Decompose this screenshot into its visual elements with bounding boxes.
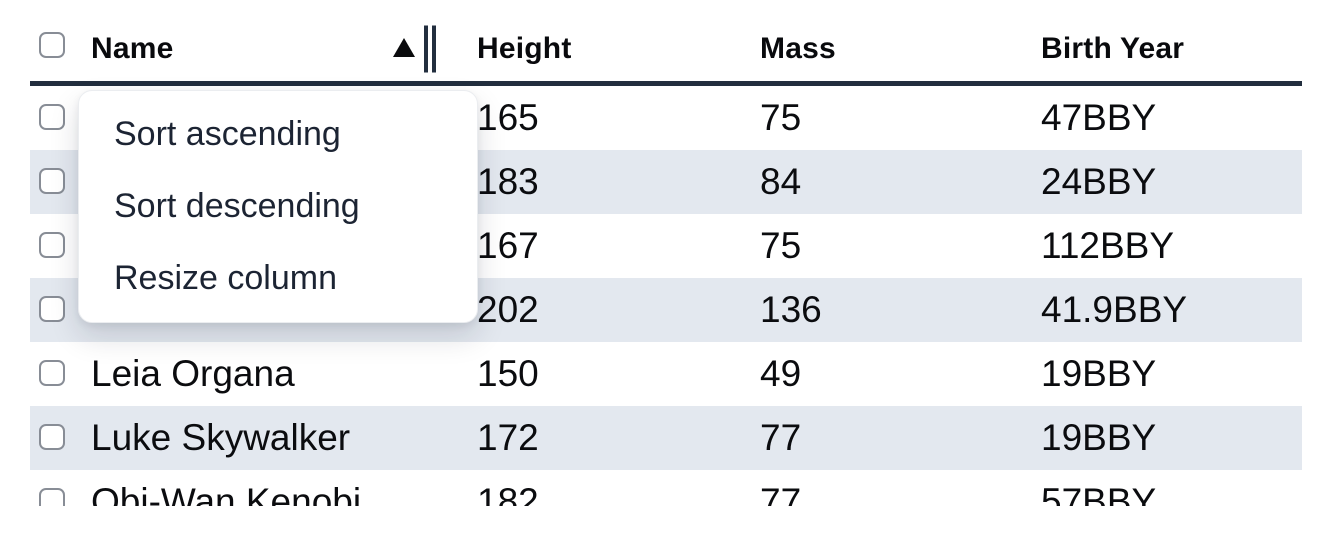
table-row: Leia Organa 150 49 19BBY: [30, 342, 1302, 406]
cell-birth-year: 19BBY: [1041, 417, 1157, 458]
row-checkbox-cell: [30, 353, 91, 395]
row-checkbox[interactable]: [39, 296, 65, 322]
select-all-checkbox[interactable]: [39, 31, 65, 58]
table-header-row: Name Height Mass Birth Year: [30, 0, 1302, 86]
row-checkbox[interactable]: [39, 232, 65, 258]
cell-mass: 75: [760, 97, 802, 138]
menu-item-sort-descending[interactable]: Sort descending: [114, 187, 360, 225]
cell-mass: 49: [760, 353, 802, 394]
cell-birth-year: 41.9BBY: [1041, 289, 1188, 330]
column-header-name-label: Name: [91, 31, 174, 65]
cell-height: 167: [477, 225, 539, 266]
row-checkbox[interactable]: [39, 168, 65, 194]
cell-height: 183: [477, 161, 539, 202]
menu-item-sort-ascending[interactable]: Sort ascending: [114, 115, 341, 154]
cell-birth-year: 47BBY: [1041, 97, 1157, 138]
row-checkbox[interactable]: [39, 488, 65, 506]
row-checkbox[interactable]: [39, 424, 65, 450]
cell-height: 182: [477, 481, 539, 506]
row-checkbox-cell: [30, 481, 91, 506]
cell-birth-year: 24BBY: [1041, 161, 1157, 202]
menu-item-resize-column[interactable]: Resize column: [114, 258, 337, 297]
cell-mass: 136: [760, 289, 822, 330]
row-checkbox-cell: [30, 161, 91, 203]
cell-birth-year: 19BBY: [1041, 353, 1157, 394]
row-checkbox-cell: [30, 225, 91, 267]
sort-ascending-icon: [393, 37, 415, 57]
row-checkbox-cell: [30, 289, 91, 331]
cell-height: 150: [477, 353, 539, 394]
cell-height: 165: [477, 97, 539, 138]
resize-bar-icon: [424, 25, 428, 72]
table-row: Obi-Wan Kenobi 182 77 57BBY: [30, 470, 1302, 506]
cell-mass: 84: [760, 161, 802, 202]
cell-height: 202: [477, 289, 539, 330]
column-header-mass[interactable]: Mass: [760, 31, 836, 65]
resize-bar-icon: [432, 25, 436, 72]
cell-birth-year: 112BBY: [1041, 225, 1175, 266]
header-checkbox-cell: [30, 31, 91, 66]
column-header-height[interactable]: Height: [477, 31, 572, 65]
cell-birth-year: 57BBY: [1041, 481, 1157, 506]
row-checkbox-cell: [30, 97, 91, 139]
row-checkbox[interactable]: [39, 104, 65, 130]
cell-name: Luke Skywalker: [91, 417, 351, 458]
cell-mass: 75: [760, 225, 802, 266]
cell-mass: 77: [760, 417, 802, 458]
cell-name: Leia Organa: [91, 353, 295, 394]
table-row: Luke Skywalker 172 77 19BBY: [30, 406, 1302, 470]
row-checkbox[interactable]: [39, 360, 65, 386]
row-checkbox-cell: [30, 417, 91, 459]
cell-name: Obi-Wan Kenobi: [91, 481, 362, 506]
cell-mass: 77: [760, 481, 802, 506]
column-header-name[interactable]: Name: [91, 16, 477, 81]
column-context-menu: Sort ascending Sort descending Resize co…: [78, 90, 478, 323]
cell-height: 172: [477, 417, 539, 458]
column-header-birth-year[interactable]: Birth Year: [1041, 31, 1185, 65]
column-resize-handle[interactable]: [424, 25, 436, 72]
